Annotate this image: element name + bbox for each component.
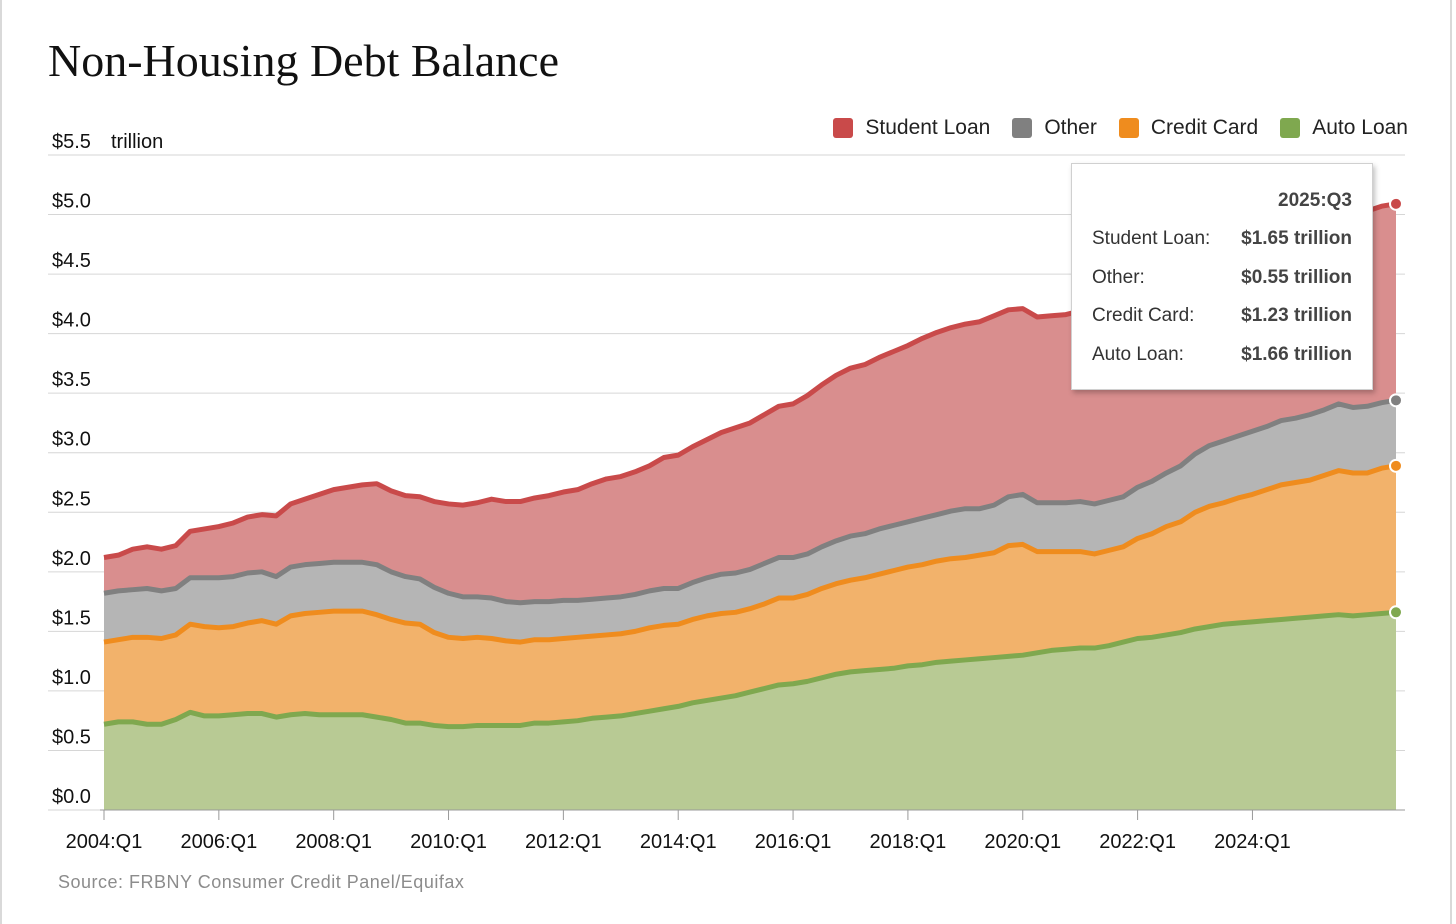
legend-item-auto-loan[interactable]: Auto Loan: [1280, 116, 1408, 140]
line-credit-card: [103, 463, 1397, 645]
frame-left-border: [0, 0, 2, 924]
chart-legend: Student Loan Other Credit Card Auto Loan: [811, 116, 1408, 140]
tooltip-value-student-loan: $1.65 trillion: [1241, 228, 1352, 249]
y-tick-label: $4.0: [52, 310, 91, 332]
tooltip-value-auto-loan: $1.66 trillion: [1241, 343, 1352, 365]
y-unit-label: trillion: [111, 131, 163, 153]
area-other: [104, 400, 1396, 643]
y-tick-label: $5.5: [52, 131, 91, 153]
legend-item-other[interactable]: Other: [1012, 116, 1097, 140]
legend-label-auto-loan: Auto Loan: [1312, 116, 1408, 139]
tooltip-row-other: Other: $0.55 trillion: [1092, 267, 1352, 306]
tooltip-label-auto-loan: Auto Loan:: [1092, 343, 1184, 365]
legend-swatch-student-loan: [833, 118, 854, 138]
tooltip-row-auto-loan: Auto Loan: $1.66 trillion: [1092, 344, 1352, 383]
y-tick-label: $2.0: [52, 548, 91, 570]
frame-right-border: [1450, 0, 1452, 924]
area-auto-loan: [104, 612, 1396, 810]
tooltip-label-other: Other:: [1092, 266, 1145, 288]
source-note: Source: FRBNY Consumer Credit Panel/Equi…: [58, 872, 465, 892]
legend-swatch-other: [1012, 118, 1033, 138]
x-tick-label: 2020:Q1: [984, 831, 1061, 853]
x-tick-label: 2012:Q1: [525, 831, 602, 853]
legend-label-credit-card: Credit Card: [1150, 116, 1259, 139]
legend-swatch-credit-card: [1118, 118, 1139, 138]
y-tick-label: $0.0: [52, 786, 91, 808]
y-tick-label: $3.0: [52, 429, 91, 451]
legend-label-student-loan: Student Loan: [865, 116, 991, 139]
marker-other: [1389, 393, 1403, 408]
y-tick-label: $2.5: [52, 488, 91, 510]
y-tick-label: $4.5: [52, 250, 91, 272]
line-other: [103, 397, 1397, 606]
tooltip-row-student-loan: Student Loan: $1.65 trillion: [1092, 228, 1352, 267]
tooltip-value-other: $0.55 trillion: [1241, 266, 1352, 288]
marker-credit-card: [1389, 458, 1403, 473]
legend-label-other: Other: [1044, 116, 1097, 139]
legend-item-credit-card[interactable]: Credit Card: [1118, 116, 1259, 140]
y-tick-label: $1.5: [52, 607, 91, 629]
x-tick-label: 2006:Q1: [180, 831, 257, 853]
marker-student-loan: [1389, 196, 1403, 211]
marker-auto-loan: [1389, 605, 1403, 620]
tooltip-row-credit-card: Credit Card: $1.23 trillion: [1092, 305, 1352, 344]
x-tick-label: 2022:Q1: [1099, 831, 1176, 853]
x-tick-label: 2016:Q1: [755, 831, 832, 853]
tooltip-label-student-loan: Student Loan:: [1092, 228, 1211, 249]
area-credit-card: [104, 465, 1396, 727]
chart-title: Non-Housing Debt Balance: [48, 35, 559, 86]
tooltip-value-credit-card: $1.23 trillion: [1241, 305, 1352, 326]
legend-item-student-loan[interactable]: Student Loan: [833, 116, 990, 140]
legend-swatch-auto-loan: [1280, 118, 1301, 138]
x-tick-label: 2018:Q1: [870, 831, 947, 853]
x-tick-label: 2004:Q1: [66, 831, 143, 853]
area-student-loan: [104, 203, 1396, 603]
y-tick-label: $5.0: [52, 191, 91, 213]
hover-tooltip: 2025:Q3 Student Loan: $1.65 trillion Oth…: [1071, 163, 1373, 390]
x-tick-label: 2010:Q1: [410, 831, 487, 853]
x-tick-label: 2008:Q1: [295, 831, 372, 853]
tooltip-label-credit-card: Credit Card:: [1092, 305, 1195, 326]
line-auto-loan: [103, 609, 1397, 730]
y-tick-label: $1.0: [52, 667, 91, 689]
x-tick-label: 2024:Q1: [1214, 831, 1291, 853]
tooltip-period: 2025:Q3: [1278, 190, 1352, 211]
y-tick-label: $0.5: [52, 726, 91, 748]
y-tick-label: $3.5: [52, 369, 91, 391]
x-tick-label: 2014:Q1: [640, 831, 717, 853]
